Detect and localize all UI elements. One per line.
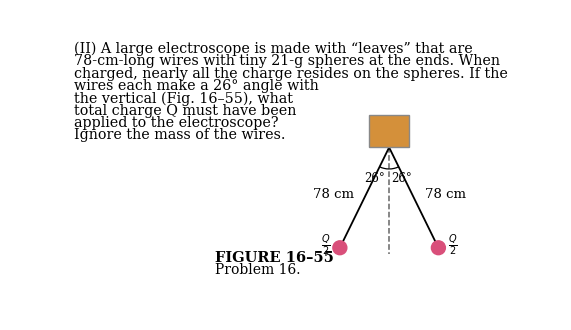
Text: total charge Q must have been: total charge Q must have been xyxy=(74,104,297,117)
Bar xyxy=(369,115,409,148)
Circle shape xyxy=(432,241,445,255)
Text: Ignore the mass of the wires.: Ignore the mass of the wires. xyxy=(74,128,286,142)
Text: FIGURE 16–55: FIGURE 16–55 xyxy=(215,251,333,265)
Text: 78-cm-long wires with tiny 21-g spheres at the ends. When: 78-cm-long wires with tiny 21-g spheres … xyxy=(74,54,500,68)
Text: wires each make a 26° angle with: wires each make a 26° angle with xyxy=(74,79,319,93)
Text: Problem 16.: Problem 16. xyxy=(215,263,300,277)
Text: 26°: 26° xyxy=(364,172,385,185)
Text: charged, nearly all the charge resides on the spheres. If the: charged, nearly all the charge resides o… xyxy=(74,67,508,81)
Text: $\frac{Q}{2}$: $\frac{Q}{2}$ xyxy=(321,233,331,258)
Text: 26°: 26° xyxy=(392,172,412,185)
Text: applied to the electroscope?: applied to the electroscope? xyxy=(74,116,279,130)
Text: 78 cm: 78 cm xyxy=(313,188,353,201)
Circle shape xyxy=(333,241,347,255)
Text: $\frac{Q}{2}$: $\frac{Q}{2}$ xyxy=(448,233,457,258)
Text: (II) A large electroscope is made with “leaves” that are: (II) A large electroscope is made with “… xyxy=(74,42,473,56)
Text: 78 cm: 78 cm xyxy=(425,188,465,201)
Text: the vertical (Fig. 16–55), what: the vertical (Fig. 16–55), what xyxy=(74,91,293,106)
